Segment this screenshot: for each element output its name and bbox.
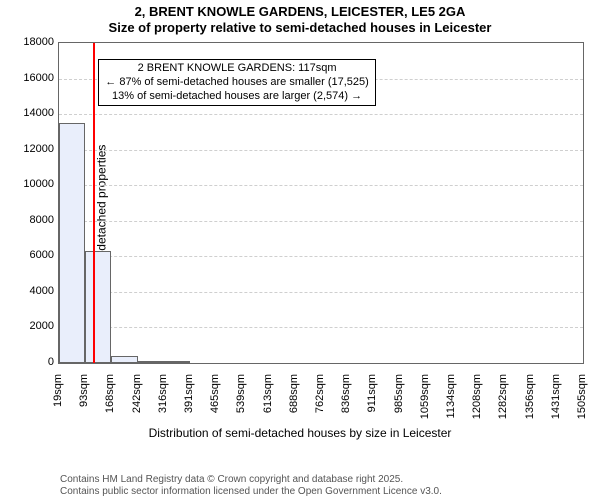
x-tick-label: 1208sqm: [471, 374, 483, 434]
callout-line: 13% of semi-detached houses are larger (…: [105, 90, 369, 104]
callout-box: 2 BRENT KNOWLE GARDENS: 117sqm← 87% of s…: [98, 59, 376, 106]
callout-line: ← 87% of semi-detached houses are smalle…: [105, 76, 369, 90]
x-tick-label: 688sqm: [288, 374, 300, 434]
histogram-bar: [164, 361, 190, 363]
y-tick-label: 6000: [10, 249, 54, 261]
callout-line: 2 BRENT KNOWLE GARDENS: 117sqm: [105, 62, 369, 76]
chart-title: 2, BRENT KNOWLE GARDENS, LEICESTER, LE5 …: [0, 0, 600, 37]
x-tick-label: 93sqm: [78, 374, 90, 434]
y-tick-label: 2000: [10, 320, 54, 332]
x-tick-label: 1059sqm: [419, 374, 431, 434]
histogram-bar: [85, 251, 111, 363]
x-tick-label: 391sqm: [183, 374, 195, 434]
footer-attribution: Contains HM Land Registry data © Crown c…: [60, 474, 442, 498]
gridline: [59, 221, 583, 222]
gridline: [59, 327, 583, 328]
footer-line-1: Contains HM Land Registry data © Crown c…: [60, 474, 442, 486]
y-tick-label: 12000: [10, 143, 54, 155]
gridline: [59, 185, 583, 186]
y-tick-label: 0: [10, 356, 54, 368]
footer-line-2: Contains public sector information licen…: [60, 486, 442, 498]
x-tick-label: 836sqm: [340, 374, 352, 434]
x-tick-label: 911sqm: [366, 374, 378, 434]
x-tick-label: 465sqm: [209, 374, 221, 434]
histogram-bar: [138, 361, 164, 363]
gridline: [59, 150, 583, 151]
marker-line: [93, 43, 95, 363]
x-tick-label: 1356sqm: [524, 374, 536, 434]
x-tick-label: 19sqm: [52, 374, 64, 434]
title-line-2: Size of property relative to semi-detach…: [0, 20, 600, 36]
gridline: [59, 256, 583, 257]
gridline: [59, 114, 583, 115]
x-tick-label: 1134sqm: [445, 374, 457, 434]
x-tick-label: 539sqm: [235, 374, 247, 434]
histogram-bar: [59, 123, 85, 363]
title-line-1: 2, BRENT KNOWLE GARDENS, LEICESTER, LE5 …: [0, 4, 600, 20]
x-tick-label: 242sqm: [131, 374, 143, 434]
y-tick-label: 16000: [10, 72, 54, 84]
chart-area: Number of semi-detached properties 2 BRE…: [0, 42, 600, 442]
y-tick-label: 14000: [10, 107, 54, 119]
x-tick-label: 613sqm: [262, 374, 274, 434]
x-axis-label: Distribution of semi-detached houses by …: [0, 426, 600, 440]
x-tick-label: 985sqm: [393, 374, 405, 434]
y-tick-label: 10000: [10, 178, 54, 190]
plot-area: 2 BRENT KNOWLE GARDENS: 117sqm← 87% of s…: [58, 42, 584, 364]
x-tick-label: 316sqm: [157, 374, 169, 434]
x-tick-label: 1505sqm: [576, 374, 588, 434]
x-tick-label: 168sqm: [104, 374, 116, 434]
gridline: [59, 292, 583, 293]
y-tick-label: 4000: [10, 285, 54, 297]
x-tick-label: 1282sqm: [497, 374, 509, 434]
y-tick-label: 8000: [10, 214, 54, 226]
x-tick-label: 762sqm: [314, 374, 326, 434]
histogram-bar: [111, 356, 137, 363]
y-tick-label: 18000: [10, 36, 54, 48]
x-tick-label: 1431sqm: [550, 374, 562, 434]
